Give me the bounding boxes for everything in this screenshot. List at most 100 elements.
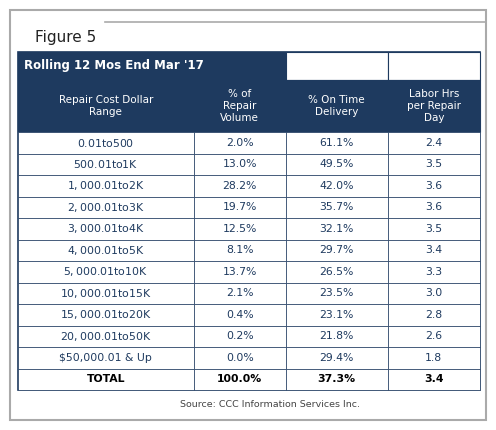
Text: 28.2%: 28.2% bbox=[223, 181, 257, 191]
Bar bbox=[286, 261, 387, 283]
Bar bbox=[18, 52, 480, 390]
Text: 3.6: 3.6 bbox=[425, 181, 442, 191]
Text: 0.4%: 0.4% bbox=[226, 310, 253, 320]
Text: 0.0%: 0.0% bbox=[226, 353, 253, 363]
Bar bbox=[193, 369, 286, 390]
Bar bbox=[387, 52, 480, 80]
Bar bbox=[387, 197, 480, 218]
Bar bbox=[18, 80, 193, 132]
Bar bbox=[286, 326, 387, 347]
Bar bbox=[387, 326, 480, 347]
Text: $50,000.01 & Up: $50,000.01 & Up bbox=[60, 353, 152, 363]
Bar bbox=[193, 347, 286, 369]
Bar bbox=[193, 197, 286, 218]
Text: 21.8%: 21.8% bbox=[319, 331, 354, 341]
Text: 32.1%: 32.1% bbox=[319, 224, 354, 234]
Text: 2.8: 2.8 bbox=[425, 310, 442, 320]
Text: % of
Repair
Volume: % of Repair Volume bbox=[220, 89, 259, 123]
Text: 3.5: 3.5 bbox=[425, 224, 442, 234]
Text: $20,000.01 to $50K: $20,000.01 to $50K bbox=[60, 330, 152, 343]
Bar bbox=[193, 80, 286, 132]
Bar bbox=[286, 240, 387, 261]
Bar bbox=[193, 261, 286, 283]
Bar bbox=[193, 283, 286, 304]
Text: 2.0%: 2.0% bbox=[226, 138, 253, 148]
Text: Figure 5: Figure 5 bbox=[35, 30, 96, 45]
Text: 42.0%: 42.0% bbox=[319, 181, 354, 191]
Bar bbox=[193, 218, 286, 240]
Text: 12.5%: 12.5% bbox=[223, 224, 257, 234]
Bar bbox=[18, 304, 193, 326]
Text: 13.7%: 13.7% bbox=[223, 267, 257, 277]
Text: $0.01 to $500: $0.01 to $500 bbox=[77, 137, 134, 149]
Bar bbox=[18, 369, 193, 390]
Bar bbox=[286, 283, 387, 304]
Text: 100.0%: 100.0% bbox=[217, 374, 262, 384]
Text: $500.01 to $1K: $500.01 to $1K bbox=[73, 158, 138, 170]
Text: 19.7%: 19.7% bbox=[223, 202, 257, 212]
Text: $10,000.01 to $15K: $10,000.01 to $15K bbox=[60, 287, 152, 300]
Bar bbox=[18, 52, 286, 80]
Bar bbox=[387, 261, 480, 283]
Bar bbox=[193, 175, 286, 197]
Bar bbox=[387, 175, 480, 197]
Text: 49.5%: 49.5% bbox=[319, 159, 354, 169]
Bar bbox=[387, 240, 480, 261]
Bar bbox=[193, 326, 286, 347]
Text: 35.7%: 35.7% bbox=[319, 202, 354, 212]
Text: $1,000.01 to $2K: $1,000.01 to $2K bbox=[67, 179, 145, 192]
Text: 8.1%: 8.1% bbox=[226, 245, 253, 255]
Text: 26.5%: 26.5% bbox=[319, 267, 354, 277]
Text: Rolling 12 Mos End Mar '17: Rolling 12 Mos End Mar '17 bbox=[24, 59, 204, 73]
Text: $3,000.01 to $4K: $3,000.01 to $4K bbox=[67, 222, 145, 235]
Bar bbox=[286, 52, 387, 80]
Bar bbox=[286, 218, 387, 240]
Bar bbox=[387, 283, 480, 304]
Text: $4,000.01 to $5K: $4,000.01 to $5K bbox=[67, 244, 145, 257]
Bar bbox=[286, 347, 387, 369]
Bar bbox=[193, 154, 286, 175]
Bar bbox=[286, 132, 387, 154]
Bar bbox=[387, 369, 480, 390]
Bar bbox=[18, 326, 193, 347]
Text: 23.5%: 23.5% bbox=[319, 288, 354, 298]
Text: 61.1%: 61.1% bbox=[319, 138, 354, 148]
Bar bbox=[193, 304, 286, 326]
Text: 29.7%: 29.7% bbox=[319, 245, 354, 255]
Bar bbox=[193, 240, 286, 261]
Bar bbox=[193, 132, 286, 154]
Text: 37.3%: 37.3% bbox=[318, 374, 356, 384]
Text: $2,000.01 to $3K: $2,000.01 to $3K bbox=[67, 201, 145, 214]
Bar bbox=[387, 304, 480, 326]
Text: 0.2%: 0.2% bbox=[226, 331, 253, 341]
Text: TOTAL: TOTAL bbox=[86, 374, 125, 384]
Text: 2.4: 2.4 bbox=[425, 138, 442, 148]
Text: 3.6: 3.6 bbox=[425, 202, 442, 212]
Text: Repair Cost Dollar
Range: Repair Cost Dollar Range bbox=[59, 95, 153, 117]
Bar bbox=[18, 197, 193, 218]
Bar bbox=[18, 154, 193, 175]
Bar bbox=[18, 240, 193, 261]
Text: Source: CCC Information Services Inc.: Source: CCC Information Services Inc. bbox=[180, 400, 360, 409]
Bar bbox=[18, 175, 193, 197]
Text: 29.4%: 29.4% bbox=[319, 353, 354, 363]
Bar bbox=[286, 175, 387, 197]
Bar bbox=[387, 132, 480, 154]
Text: % On Time
Delivery: % On Time Delivery bbox=[309, 95, 365, 117]
Bar bbox=[18, 261, 193, 283]
Text: 3.3: 3.3 bbox=[425, 267, 442, 277]
Bar bbox=[18, 132, 193, 154]
Text: 13.0%: 13.0% bbox=[223, 159, 257, 169]
Text: 3.4: 3.4 bbox=[425, 245, 442, 255]
Text: $5,000.01 to $10K: $5,000.01 to $10K bbox=[63, 265, 148, 278]
Text: 1.8: 1.8 bbox=[425, 353, 442, 363]
Bar bbox=[286, 369, 387, 390]
Bar bbox=[387, 347, 480, 369]
Text: 2.6: 2.6 bbox=[425, 331, 442, 341]
Text: Labor Hrs
per Repair
Day: Labor Hrs per Repair Day bbox=[407, 89, 461, 123]
Bar bbox=[387, 80, 480, 132]
Text: 23.1%: 23.1% bbox=[319, 310, 354, 320]
Bar bbox=[286, 197, 387, 218]
Text: 3.4: 3.4 bbox=[424, 374, 443, 384]
Bar bbox=[18, 347, 193, 369]
